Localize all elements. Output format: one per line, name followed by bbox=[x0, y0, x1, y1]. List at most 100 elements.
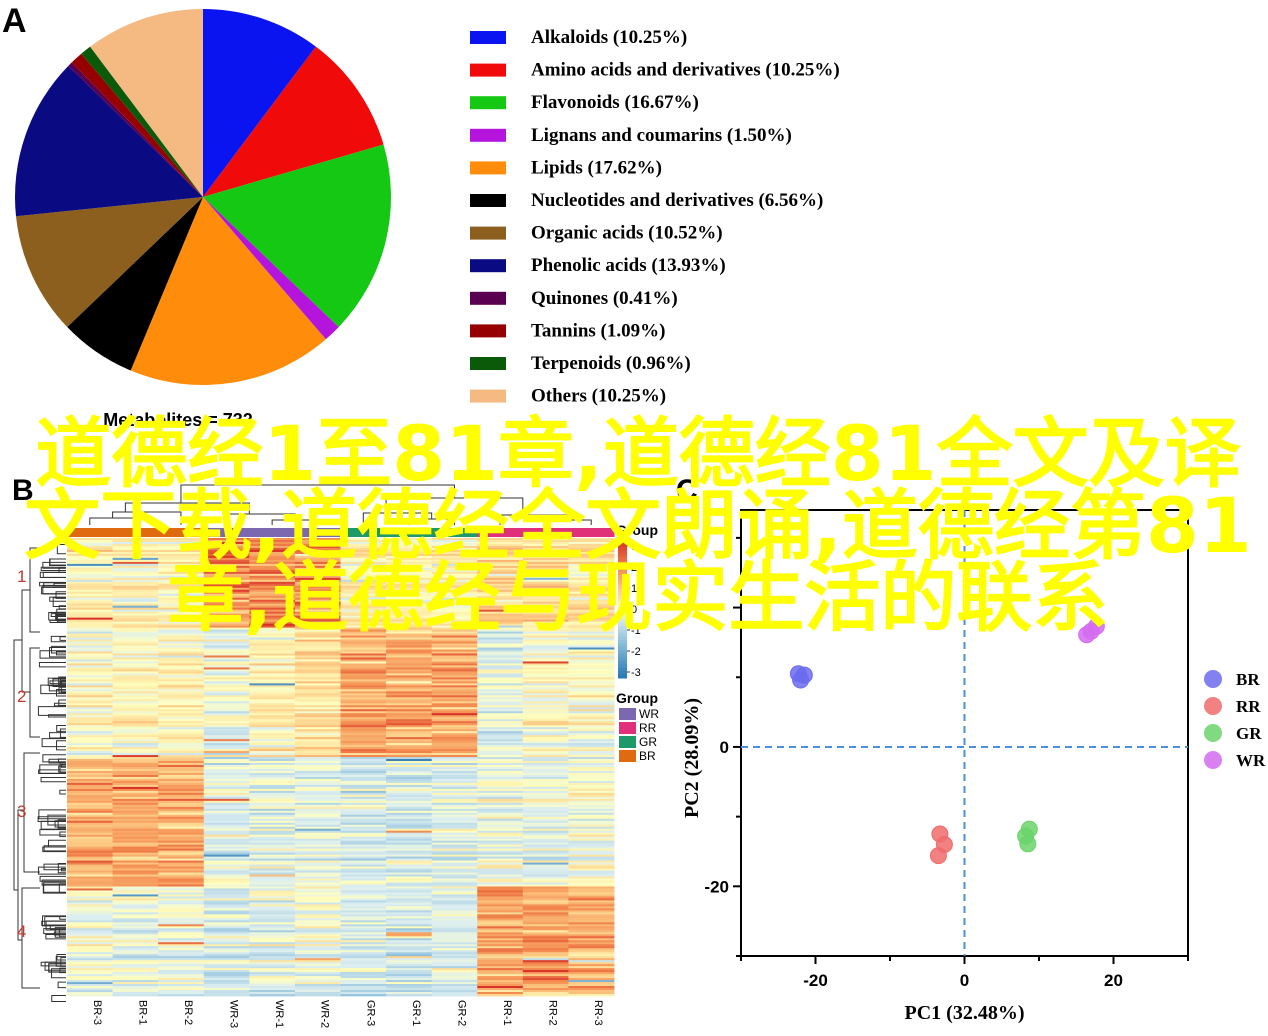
heatmap-cell bbox=[386, 964, 433, 967]
heatmap-cell bbox=[294, 581, 341, 585]
heatmap-cell bbox=[522, 988, 569, 991]
heatmap-cell bbox=[203, 858, 250, 861]
heatmap-cell bbox=[294, 774, 341, 778]
heatmap-cell bbox=[67, 828, 113, 832]
heatmap-cell bbox=[431, 858, 478, 861]
heatmap-cell bbox=[67, 561, 113, 565]
heatmap-cell bbox=[112, 900, 159, 903]
heatmap-cell bbox=[112, 617, 159, 621]
heatmap-cell bbox=[522, 617, 569, 621]
heatmap-cell bbox=[522, 635, 569, 638]
heatmap-cell bbox=[112, 944, 159, 947]
heatmap-cell bbox=[158, 689, 205, 692]
legend-label: BR bbox=[1236, 670, 1260, 689]
heatmap-cell bbox=[477, 914, 524, 917]
heatmap-cell bbox=[203, 988, 250, 991]
heatmap-cell bbox=[568, 976, 615, 979]
heatmap-cell bbox=[431, 790, 478, 794]
heatmap-cell bbox=[477, 898, 524, 901]
heatmap-cell bbox=[112, 952, 159, 955]
heatmap-cell bbox=[386, 677, 433, 680]
heatmap-cell bbox=[386, 671, 433, 674]
heatmap-cell bbox=[568, 639, 615, 642]
heatmap-cell bbox=[294, 932, 341, 935]
dendrogram-branch bbox=[13, 639, 22, 891]
heatmap-cell bbox=[522, 906, 569, 909]
heatmap-cell bbox=[477, 751, 524, 754]
heatmap-cell bbox=[431, 545, 478, 549]
dendrogram-branch bbox=[42, 561, 66, 569]
heatmap-cell bbox=[294, 826, 341, 830]
heatmap-cell bbox=[158, 816, 205, 820]
heatmap-cell bbox=[67, 685, 113, 688]
heatmap-cell bbox=[340, 868, 387, 871]
heatmap-cell bbox=[158, 677, 205, 680]
heatmap-cell bbox=[294, 737, 341, 740]
heatmap-cell bbox=[203, 755, 250, 758]
heatmap-cell bbox=[294, 557, 341, 561]
heatmap-cell bbox=[340, 727, 387, 730]
heatmap-cell bbox=[67, 808, 113, 812]
legend-label: Quinones (0.41%) bbox=[531, 288, 678, 309]
heatmap-cell bbox=[158, 890, 205, 893]
heatmap-cell bbox=[568, 942, 615, 945]
heatmap-cell bbox=[431, 812, 478, 816]
heatmap-cell bbox=[431, 778, 478, 782]
heatmap-cell bbox=[112, 918, 159, 921]
heatmap-cell bbox=[522, 693, 569, 696]
heatmap-cell bbox=[477, 571, 524, 575]
heatmap-cell bbox=[431, 711, 478, 714]
heatmap-cell bbox=[67, 547, 113, 551]
heatmap-cell bbox=[568, 709, 615, 712]
heatmap-cell bbox=[477, 892, 524, 895]
heatmap-cell bbox=[477, 581, 524, 585]
heatmap-cell bbox=[249, 617, 296, 621]
dendrogram-branch bbox=[55, 591, 66, 599]
heatmap-cell bbox=[203, 810, 250, 814]
heatmap-cell bbox=[249, 687, 296, 690]
dendrogram-branch bbox=[43, 881, 66, 893]
heatmap-cell bbox=[294, 898, 341, 901]
heatmap-cell bbox=[522, 956, 569, 959]
heatmap-cell bbox=[386, 631, 433, 634]
heatmap-cell bbox=[477, 761, 524, 764]
heatmap-cell bbox=[431, 984, 478, 987]
heatmap-cell bbox=[477, 573, 524, 577]
heatmap-cell bbox=[203, 569, 250, 573]
heatmap-cell bbox=[568, 677, 615, 680]
heatmap-cell bbox=[112, 675, 159, 678]
heatmap-cell bbox=[340, 703, 387, 706]
heatmap-cell bbox=[522, 743, 569, 746]
heatmap-cell bbox=[158, 908, 205, 911]
heatmap-cell bbox=[522, 651, 569, 654]
heatmap-cell bbox=[67, 765, 113, 768]
heatmap-cell bbox=[431, 745, 478, 748]
heatmap-cell bbox=[249, 970, 296, 973]
heatmap-cell bbox=[568, 573, 615, 577]
heatmap-cell bbox=[522, 838, 569, 842]
heatmap-cell bbox=[203, 599, 250, 603]
heatmap-cell bbox=[158, 671, 205, 674]
heatmap-cell bbox=[568, 928, 615, 931]
heatmap-cell bbox=[477, 721, 524, 724]
heatmap-cell bbox=[568, 984, 615, 987]
heatmap-cell bbox=[568, 866, 615, 869]
heatmap-cell bbox=[431, 828, 478, 832]
heatmap-cell bbox=[522, 685, 569, 688]
color-scale-step bbox=[618, 553, 627, 558]
heatmap-cell bbox=[340, 842, 387, 846]
heatmap-cell bbox=[386, 567, 433, 571]
heatmap-cell bbox=[158, 723, 205, 726]
heatmap-cell bbox=[431, 561, 478, 565]
heatmap-cell bbox=[203, 984, 250, 987]
heatmap-cell bbox=[522, 954, 569, 957]
heatmap-cell bbox=[203, 585, 250, 589]
heatmap-cell bbox=[112, 637, 159, 640]
heatmap-cell bbox=[294, 719, 341, 722]
heatmap-cell bbox=[568, 671, 615, 674]
heatmap-cell bbox=[386, 968, 433, 971]
heatmap-cell bbox=[522, 695, 569, 698]
heatmap-cell bbox=[568, 751, 615, 754]
dendrogram-branch bbox=[48, 685, 66, 692]
heatmap-cell bbox=[477, 884, 524, 887]
